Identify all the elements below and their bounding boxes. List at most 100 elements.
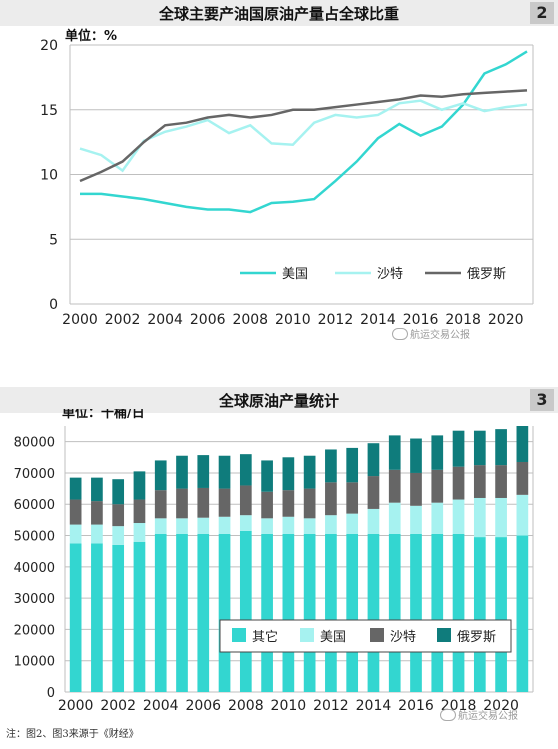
bar-segment-其它 bbox=[388, 533, 401, 692]
bar-segment-沙特 bbox=[154, 490, 167, 519]
bar-segment-其它 bbox=[410, 533, 422, 692]
bar-segment-沙特 bbox=[176, 488, 188, 519]
bar-segment-俄罗斯 bbox=[176, 455, 188, 489]
bar-segment-美国 bbox=[176, 518, 188, 534]
bar-segment-俄罗斯 bbox=[495, 429, 507, 466]
legend-label: 俄罗斯 bbox=[457, 630, 496, 645]
bar-segment-沙特 bbox=[239, 485, 252, 516]
bar-segment-美国 bbox=[473, 497, 486, 538]
legend-label: 美国 bbox=[282, 267, 308, 282]
y-tick-label: 30000 bbox=[14, 592, 55, 607]
legend-label: 俄罗斯 bbox=[467, 267, 506, 282]
bar-segment-其它 bbox=[133, 541, 146, 692]
y-tick-label: 0 bbox=[49, 297, 58, 313]
bar-segment-俄罗斯 bbox=[452, 430, 465, 467]
figure-number-badge: 2 bbox=[530, 2, 554, 24]
x-tick-label: 2000 bbox=[58, 698, 94, 714]
legend-box bbox=[219, 619, 512, 653]
bar-segment-俄罗斯 bbox=[346, 447, 359, 483]
x-tick-label: 2016 bbox=[403, 312, 439, 328]
bar-segment-俄罗斯 bbox=[431, 435, 444, 470]
chart-panel-share: 全球主要产油国原油产量占全球比重 2 单位：% 0 5 10 15 20 2000 2002 2… bbox=[0, 0, 558, 352]
watermark-icon bbox=[440, 709, 456, 721]
bar-segment-美国 bbox=[303, 518, 316, 534]
bar-segment-沙特 bbox=[303, 488, 316, 519]
stacked-bar-chart: 单位：千桶/日 0 10000 20000 30000 40000 50000 60000 70… bbox=[14, 409, 534, 714]
bar-segment-沙特 bbox=[69, 499, 82, 525]
bar-segment-俄罗斯 bbox=[282, 457, 295, 491]
x-tick-label: 2012 bbox=[313, 698, 349, 714]
figure-number-badge: 3 bbox=[530, 389, 554, 411]
bar-segment-美国 bbox=[431, 502, 444, 534]
x-tick-label: 2000 bbox=[62, 312, 98, 328]
bar-segment-俄罗斯 bbox=[239, 454, 252, 486]
bar-segment-沙特 bbox=[346, 482, 359, 514]
legend-label: 沙特 bbox=[390, 630, 416, 645]
bar-segment-俄罗斯 bbox=[388, 435, 401, 470]
bar-segment-沙特 bbox=[133, 499, 146, 524]
bar-segment-其它 bbox=[154, 533, 167, 692]
bar-segment-俄罗斯 bbox=[325, 449, 337, 483]
bar-segment-美国 bbox=[239, 515, 252, 531]
y-tick-label: 5 bbox=[49, 232, 58, 248]
bar-segment-沙特 bbox=[410, 472, 422, 506]
legend-label: 其它 bbox=[252, 629, 278, 645]
x-tick-label: 2002 bbox=[105, 312, 141, 328]
bar-segment-沙特 bbox=[452, 466, 465, 500]
x-tick-label: 2010 bbox=[271, 698, 307, 714]
chart-title-bar: 全球原油产量统计 3 bbox=[0, 387, 558, 413]
bar-segment-美国 bbox=[69, 524, 82, 544]
bar-segment-俄罗斯 bbox=[218, 455, 231, 489]
legend-label: 美国 bbox=[320, 630, 346, 645]
bar-segment-俄罗斯 bbox=[303, 455, 316, 489]
bar-segment-其它 bbox=[239, 530, 252, 692]
x-tick-label: 2004 bbox=[143, 698, 179, 714]
x-tick-label: 2020 bbox=[488, 312, 524, 328]
bar-segment-沙特 bbox=[112, 504, 125, 527]
bar-segment-美国 bbox=[197, 517, 210, 534]
bar-segment-俄罗斯 bbox=[410, 438, 422, 473]
bar-segment-美国 bbox=[133, 523, 146, 542]
x-tick-label: 2014 bbox=[360, 312, 396, 328]
legend-swatch bbox=[437, 628, 451, 642]
bar-segment-美国 bbox=[282, 516, 295, 534]
bar-segment-美国 bbox=[325, 515, 337, 534]
bar-segment-其它 bbox=[69, 543, 82, 692]
bar-segment-美国 bbox=[261, 518, 273, 534]
chart-title: 全球原油产量统计 bbox=[218, 392, 339, 410]
y-tick-label: 10000 bbox=[14, 655, 55, 670]
line-chart: 单位：% 0 5 10 15 20 2000 2002 2004 2006 2008 2010 2012… bbox=[40, 28, 534, 328]
bar-segment-俄罗斯 bbox=[473, 430, 486, 466]
y-tick-label: 60000 bbox=[14, 498, 55, 513]
bar-segment-沙特 bbox=[495, 465, 507, 498]
legend-swatch bbox=[232, 628, 246, 642]
bar-segment-沙特 bbox=[431, 469, 444, 503]
bar-segment-其它 bbox=[261, 533, 273, 692]
bar-segment-美国 bbox=[516, 494, 529, 536]
y-tick-label: 70000 bbox=[14, 467, 55, 482]
x-tick-label: 2002 bbox=[100, 698, 136, 714]
bar-segment-俄罗斯 bbox=[197, 455, 210, 488]
y-tick-label: 15 bbox=[40, 103, 58, 119]
bar-segment-其它 bbox=[303, 533, 316, 692]
bar-segment-美国 bbox=[495, 497, 507, 538]
bar-segment-沙特 bbox=[473, 465, 486, 498]
bar-segment-美国 bbox=[91, 524, 103, 544]
unit-label: 单位：千桶/日 bbox=[62, 409, 145, 421]
bar-segment-沙特 bbox=[388, 469, 401, 503]
bar-segment-俄罗斯 bbox=[133, 471, 146, 500]
bar-segment-俄罗斯 bbox=[516, 426, 529, 462]
bar-segment-俄罗斯 bbox=[91, 477, 103, 502]
series-line-俄罗斯 bbox=[79, 89, 528, 183]
bar-segment-沙特 bbox=[282, 490, 295, 517]
y-tick-label: 80000 bbox=[14, 436, 55, 451]
y-tick-label: 10 bbox=[40, 168, 58, 184]
watermark-icon bbox=[392, 328, 408, 340]
bar-segment-俄罗斯 bbox=[112, 479, 125, 505]
legend-swatch bbox=[370, 628, 384, 642]
x-tick-label: 2004 bbox=[147, 312, 183, 328]
bar-segment-其它 bbox=[218, 533, 231, 692]
bar-segment-其它 bbox=[282, 533, 295, 692]
bar-segment-其它 bbox=[367, 533, 380, 692]
x-tick-label: 2018 bbox=[441, 698, 477, 714]
